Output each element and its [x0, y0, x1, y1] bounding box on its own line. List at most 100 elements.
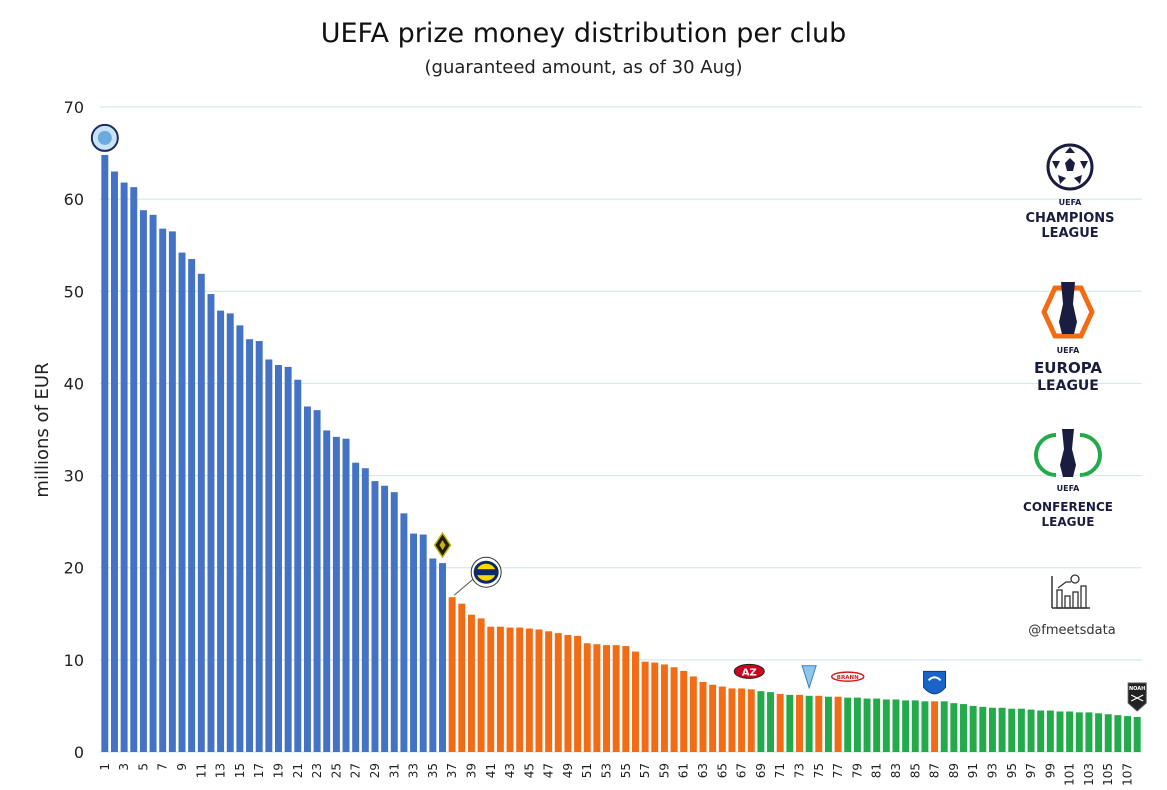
bar [689, 676, 697, 752]
x-tick-label: 53 [600, 763, 614, 778]
bar [796, 694, 803, 752]
sturm-graz-crest-icon [433, 531, 452, 559]
man-city-crest-icon [90, 123, 119, 152]
y-tick-label: 60 [64, 190, 84, 209]
bar [217, 310, 225, 752]
legend-ucl-line-1: UEFA [1059, 198, 1083, 207]
bar [516, 627, 524, 752]
x-tick-label: 99 [1043, 763, 1057, 778]
x-tick-label: 79 [850, 763, 864, 778]
bar [294, 379, 302, 752]
bar [824, 696, 832, 752]
bar [390, 492, 398, 752]
x-tick-label: 85 [908, 763, 922, 778]
fenerbahce-crest-icon [453, 556, 502, 596]
gridlines [100, 106, 1142, 753]
x-tick-label: 81 [870, 763, 884, 778]
bar [603, 645, 611, 752]
x-tick-label: 29 [368, 763, 382, 778]
x-tick-label: 65 [715, 763, 729, 778]
bar [236, 325, 244, 752]
legend-conference-league: UEFA CONFERENCE LEAGUE [1023, 429, 1113, 529]
bar [168, 231, 176, 753]
x-tick-label: 93 [985, 763, 999, 778]
x-tick-label: 83 [889, 763, 903, 778]
bar [110, 171, 118, 752]
club-markers: AZ BRANN NOAH [90, 123, 1147, 712]
bar [265, 359, 273, 752]
bar [226, 313, 234, 752]
x-tick-label: 77 [831, 763, 845, 778]
malmo-crest-icon [801, 665, 817, 690]
y-tick-label: 20 [64, 559, 84, 578]
x-tick-label: 19 [271, 763, 285, 778]
bar [738, 688, 746, 752]
legend-ucl-line-2: CHAMPIONS [1025, 211, 1114, 226]
x-tick-label: 17 [252, 763, 266, 778]
legend-uel-line-1: UEFA [1057, 346, 1081, 355]
x-tick-label: 45 [522, 763, 536, 778]
bar [1046, 710, 1054, 752]
bar [448, 597, 456, 752]
bar [1085, 712, 1093, 752]
bar [1114, 715, 1122, 752]
bar [381, 485, 389, 752]
x-tick-label: 33 [407, 763, 421, 778]
legend-ucl-line-3: LEAGUE [1041, 226, 1098, 241]
bar [641, 661, 649, 752]
bar [506, 627, 514, 752]
bar [815, 695, 823, 752]
bar [776, 693, 784, 752]
legend-uel-line-2: EUROPA [1034, 359, 1102, 377]
x-tick-label: 67 [735, 763, 749, 778]
bar [950, 703, 958, 752]
bar [159, 228, 167, 753]
bar [593, 644, 601, 752]
europa-league-trophy-icon [1041, 282, 1095, 339]
bar [969, 705, 977, 752]
x-tick-label: 39 [464, 763, 478, 778]
bar [1104, 714, 1112, 752]
bar [728, 688, 736, 752]
x-tick-label: 21 [291, 763, 305, 778]
x-tick-label: 35 [426, 763, 440, 778]
bar [960, 704, 967, 752]
x-tick-label: 91 [966, 763, 980, 778]
x-tick-label: 47 [542, 763, 556, 778]
bar [786, 694, 794, 752]
bar [1008, 708, 1016, 752]
bar [873, 698, 881, 752]
az-alkmaar-crest-icon: AZ [733, 663, 765, 679]
x-tick-label: 23 [310, 763, 324, 778]
bar [757, 691, 765, 752]
x-tick-label: 107 [1121, 763, 1135, 786]
bar [419, 534, 427, 752]
x-tick-label: 13 [214, 763, 228, 778]
bar [332, 436, 340, 752]
x-tick-label: 71 [773, 763, 787, 778]
y-tick-label: 0 [74, 743, 84, 762]
x-tick-label: 9 [175, 763, 189, 771]
bar [429, 558, 437, 752]
y-tick-label: 70 [64, 98, 84, 117]
x-tick-label: 95 [1005, 763, 1019, 778]
x-tick-label: 3 [117, 763, 131, 771]
x-tick-label: 11 [194, 763, 208, 778]
bar [612, 645, 620, 752]
y-tick-label: 30 [64, 467, 84, 486]
bar [255, 341, 263, 752]
bar [882, 699, 890, 752]
bar [554, 633, 562, 752]
bar [120, 182, 128, 753]
bar [1027, 709, 1035, 752]
x-tick-label: 15 [233, 763, 247, 778]
bar [844, 697, 852, 752]
legend-europa-league: UEFA EUROPA LEAGUE [1034, 282, 1102, 394]
x-tick-label: 51 [580, 763, 594, 778]
bar [853, 697, 861, 752]
genk-crest-icon [923, 670, 947, 695]
x-tick-label: 73 [792, 763, 806, 778]
bar [988, 707, 996, 752]
bar [178, 252, 186, 753]
